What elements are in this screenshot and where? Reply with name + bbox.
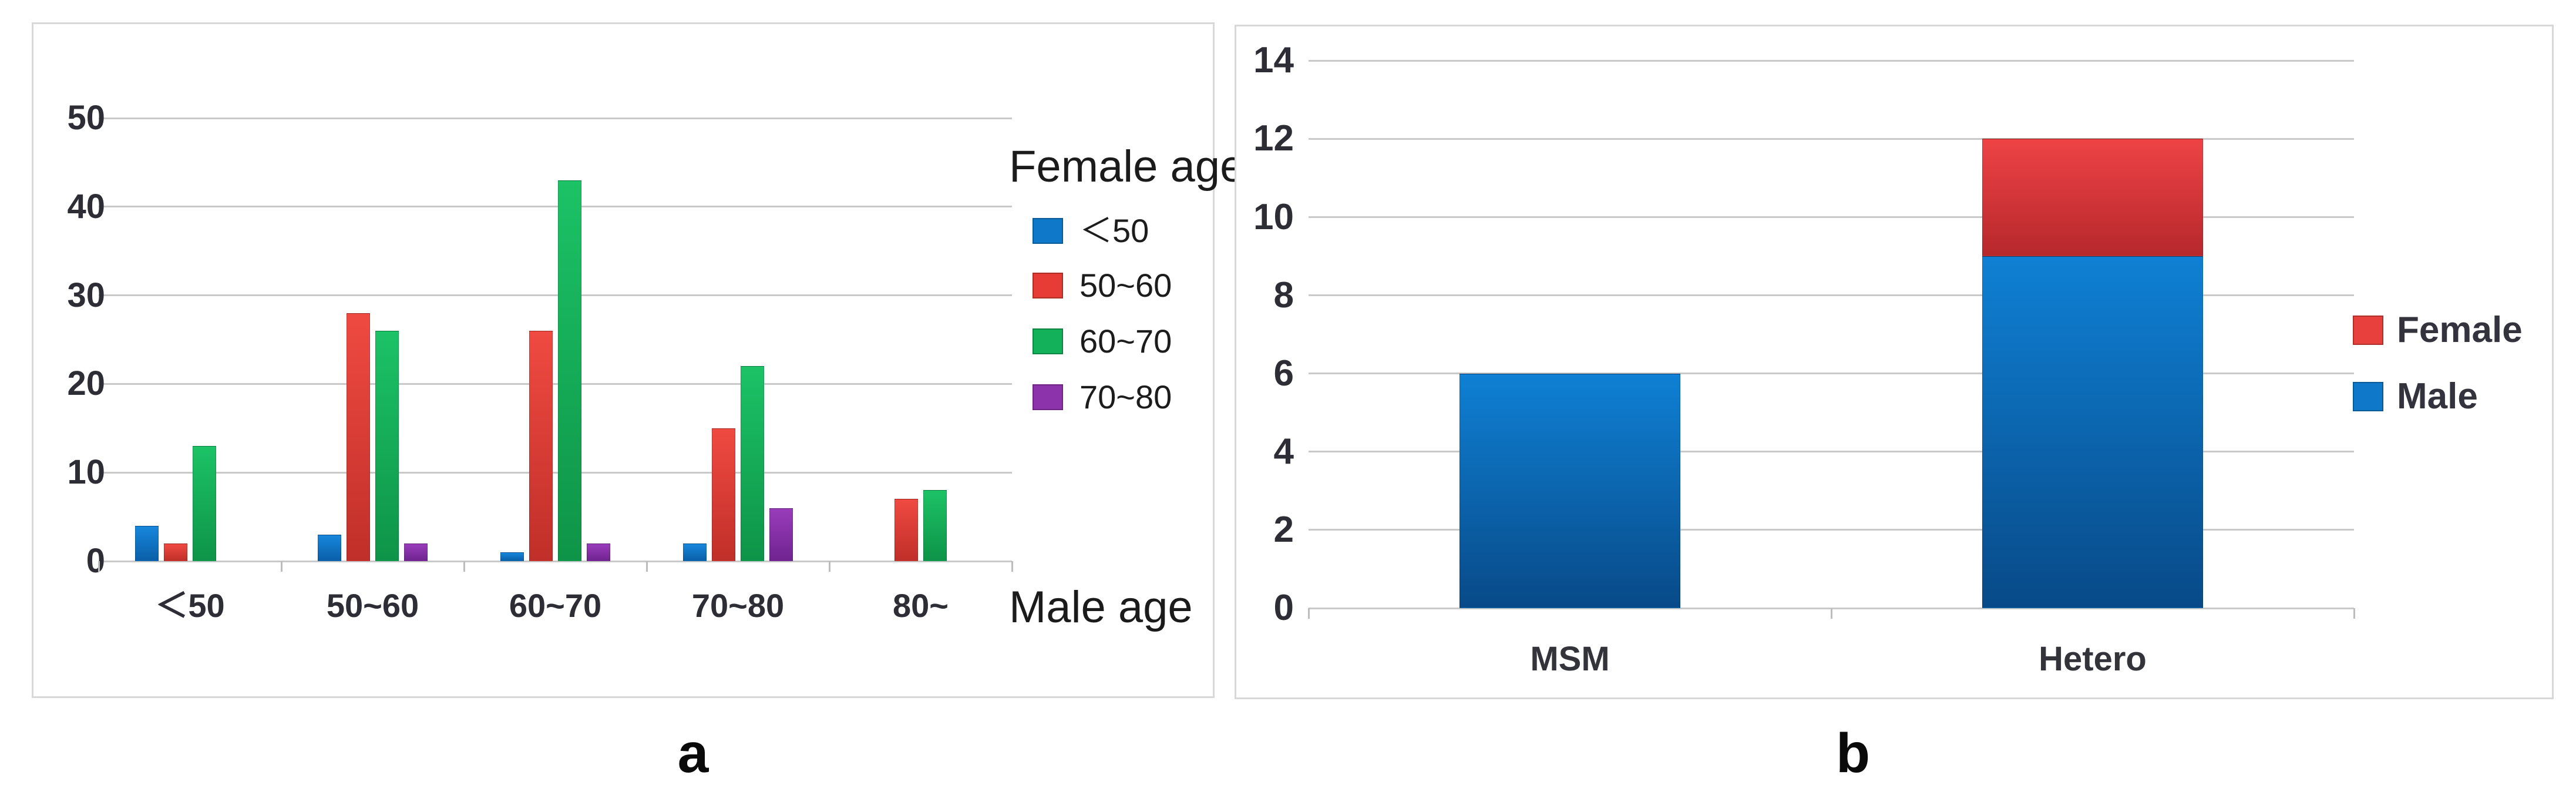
x-category-label: Hetero: [2039, 640, 2147, 678]
bar-60~70-＜50: [193, 445, 216, 561]
x-axis-tick: [463, 561, 465, 572]
x-axis-tick: [1830, 608, 1832, 619]
bar-60~70-80~: [923, 490, 947, 561]
x-axis-tick: [645, 561, 648, 572]
x-category-label: 60~70: [509, 587, 602, 624]
gridline: [99, 471, 1012, 474]
y-tick-label: 10: [1253, 196, 1294, 237]
y-tick-label: 50: [67, 99, 105, 137]
y-tick-label: 10: [67, 453, 105, 492]
legend-item-label: 60~70: [1080, 323, 1172, 360]
chart-b-panel: Female Male 0 2 4 6 8 10 12 14 MSM Hetero: [1235, 25, 2554, 699]
bar-50~60-＜50: [164, 543, 187, 561]
gridline: [1309, 294, 2354, 297]
gridline: [99, 294, 1012, 297]
legend-item-label: Male: [2397, 376, 2478, 417]
caption-a: a: [677, 722, 709, 784]
x-axis-tick: [1011, 561, 1013, 572]
y-tick-label: 0: [86, 542, 105, 580]
bar-60~70-70~80: [741, 366, 764, 561]
legend-swatch-＜50: [1033, 218, 1063, 244]
bar-50~60-50~60: [347, 313, 370, 561]
y-tick-label: 4: [1273, 431, 1294, 472]
legend-item-label: 70~80: [1080, 378, 1172, 415]
chart-a-xaxis-title: Male age: [1009, 582, 1193, 632]
gridline: [1309, 216, 2354, 218]
bar-＜50-60~70: [500, 552, 524, 561]
bar-＜50-＜50: [135, 525, 159, 561]
legend-item-label: Female: [2397, 310, 2523, 350]
x-axis-tick: [97, 561, 100, 572]
gridline: [99, 560, 1012, 562]
y-tick-label: 20: [67, 364, 105, 403]
bar-50~60-80~: [894, 499, 918, 561]
gridline: [1309, 373, 2354, 375]
gridline: [1309, 451, 2354, 453]
y-tick-label: 12: [1253, 118, 1294, 159]
y-tick-label: 8: [1273, 274, 1294, 316]
y-tick-label: 40: [67, 187, 105, 226]
legend-item-label: ＜50: [1080, 212, 1149, 249]
y-tick-label: 14: [1253, 40, 1294, 81]
x-category-label: MSM: [1530, 640, 1610, 678]
gridline: [99, 117, 1012, 119]
y-tick-label: 30: [67, 276, 105, 314]
bar-70~80-50~60: [404, 543, 428, 561]
x-category-label: 80~: [893, 587, 949, 624]
bar-70~80-70~80: [769, 508, 793, 561]
legend-swatch-60~70: [1033, 328, 1063, 354]
caption-b: b: [1835, 722, 1871, 784]
legend-swatch-50~60: [1033, 273, 1063, 298]
bar-＜50-50~60: [318, 534, 341, 561]
x-category-label: ＜50: [155, 587, 225, 624]
bar-Male-MSM: [1459, 373, 1680, 608]
chart-a-panel: Female age ＜50 50~60 60~70 70~80 Male age 0…: [32, 22, 1245, 698]
bar-Female-Hetero: [1982, 139, 2203, 257]
y-tick-label: 6: [1273, 353, 1294, 394]
legend-swatch-70~80: [1033, 384, 1063, 410]
bar-60~70-60~70: [558, 180, 581, 561]
y-tick-label: 0: [1273, 588, 1294, 628]
gridline: [99, 383, 1012, 385]
bar-50~60-60~70: [529, 330, 553, 561]
x-category-label: 50~60: [326, 587, 419, 624]
bar-70~80-60~70: [587, 543, 610, 561]
x-axis-tick: [828, 561, 830, 572]
bar-50~60-70~80: [712, 428, 735, 561]
legend-swatch-Female: [2353, 316, 2383, 345]
gridline: [99, 206, 1012, 208]
legend-swatch-Male: [2353, 382, 2383, 411]
gridline: [1309, 137, 2354, 140]
bar-60~70-50~60: [375, 330, 399, 561]
x-category-label: 70~80: [691, 587, 785, 624]
gridline: [1309, 59, 2354, 62]
gridline: [1309, 529, 2354, 531]
bar-＜50-70~80: [683, 543, 707, 561]
x-axis-tick: [280, 561, 283, 572]
x-axis-tick: [1307, 608, 1310, 619]
x-axis-tick: [2353, 608, 2355, 619]
y-tick-label: 2: [1273, 509, 1294, 550]
bar-Male-Hetero: [1982, 256, 2203, 608]
chart-a-legend-title: Female age: [1009, 142, 1245, 192]
legend-item-label: 50~60: [1080, 267, 1172, 304]
